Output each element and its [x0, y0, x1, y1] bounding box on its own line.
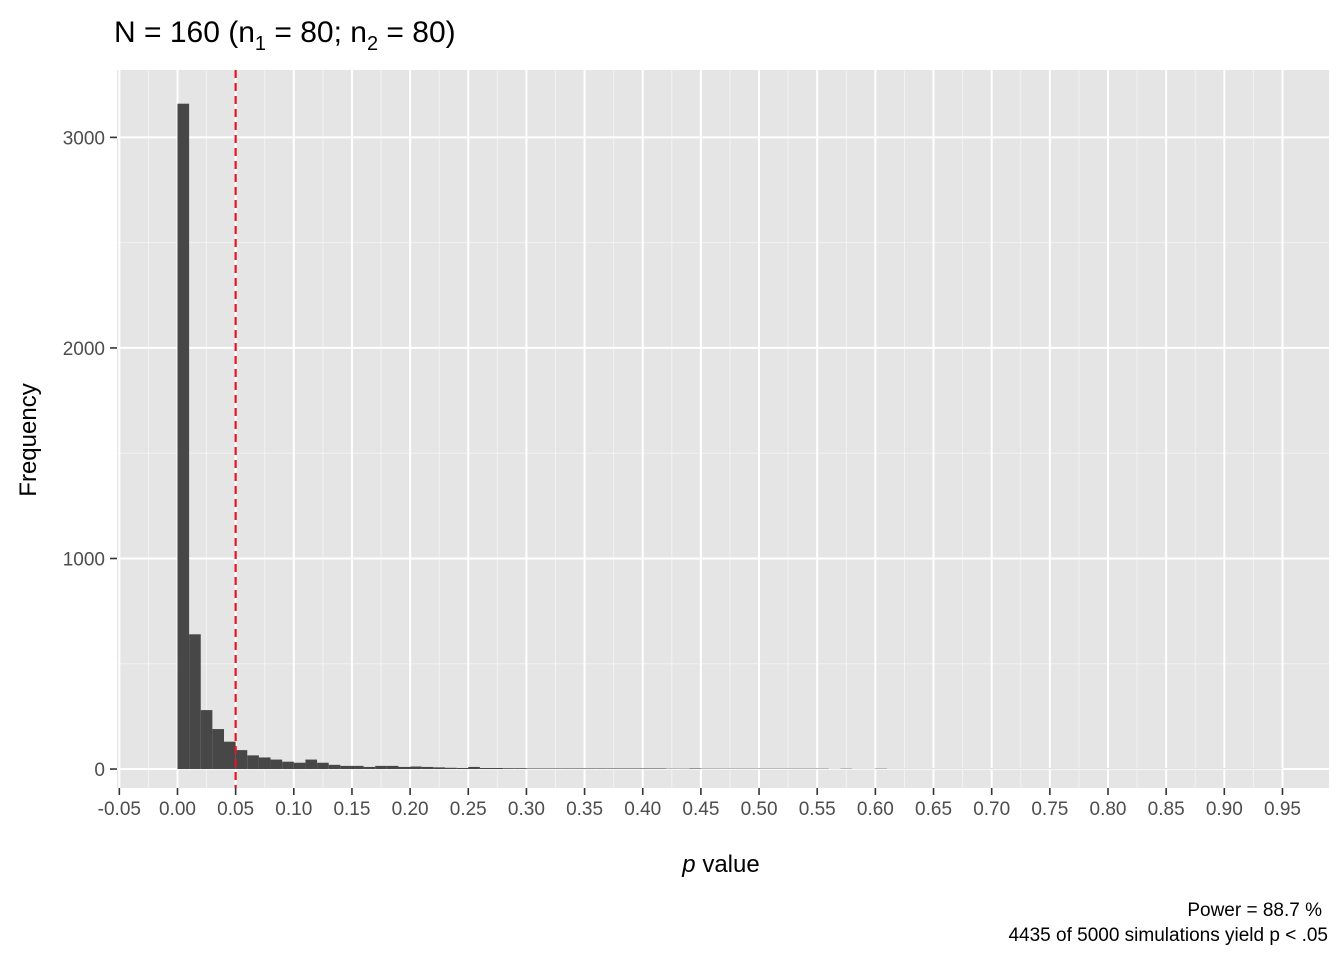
histogram-bar	[549, 768, 562, 770]
x-tick-label: 0.75	[1031, 799, 1068, 820]
x-tick-label: 0.20	[392, 799, 429, 820]
histogram-bar	[596, 768, 608, 770]
x-tick-label: -0.05	[98, 799, 141, 820]
histogram-bar	[340, 765, 352, 770]
histogram-bar	[258, 757, 271, 770]
x-tick-label: 0.85	[1148, 799, 1185, 820]
histogram-bar	[631, 768, 643, 770]
histogram-bar	[317, 762, 329, 770]
histogram-bar	[375, 765, 387, 770]
y-tick-label: 0	[94, 760, 105, 781]
x-tick-label: 0.50	[741, 799, 778, 820]
histogram-bar	[607, 768, 620, 770]
plot-panel	[117, 70, 1329, 788]
x-tick-label: 0.35	[566, 799, 603, 820]
chart-title-part: = 80)	[378, 16, 456, 49]
x-tick-label: 0.25	[450, 799, 487, 820]
histogram-bar	[456, 767, 469, 770]
histogram-bar	[619, 768, 632, 770]
histogram-bar	[654, 768, 667, 770]
histogram-bar	[479, 767, 492, 770]
x-axis-title: p value	[681, 851, 759, 878]
histogram-bar	[235, 750, 248, 770]
histogram-bar	[526, 768, 539, 770]
x-axis: -0.05 0.00 0.05 0.10 0.15 0.20 0.25 0.30 0.35 0.4…	[98, 788, 1301, 820]
histogram-bar	[421, 766, 434, 770]
histogram-bar	[351, 765, 364, 770]
histogram-bar	[282, 761, 294, 770]
histogram-bar	[386, 765, 399, 770]
y-tick-label: 2000	[63, 339, 105, 360]
x-tick-label: 0.45	[682, 799, 719, 820]
histogram-bar	[293, 762, 306, 770]
x-tick-label: 0.80	[1090, 799, 1127, 820]
x-tick-label: 0.15	[333, 799, 370, 820]
histogram-bar	[491, 767, 504, 770]
y-tick-label: 1000	[63, 549, 105, 570]
x-axis-title-italic: p	[681, 851, 695, 878]
histogram-bar	[642, 768, 655, 770]
histogram-bar	[398, 766, 411, 770]
histogram-bar	[305, 759, 318, 770]
histogram-bar	[433, 767, 446, 770]
y-axis: 0 1000 2000 3000	[63, 128, 117, 781]
histogram-bar	[212, 729, 225, 770]
caption-line-1: Power = 88.7 %	[1187, 900, 1322, 921]
x-tick-label: 0.60	[857, 799, 894, 820]
histogram-bar	[247, 755, 259, 770]
histogram-bar	[177, 103, 190, 770]
y-tick-label: 3000	[63, 128, 105, 149]
histogram-bar	[410, 766, 422, 770]
x-axis-title-rest: value	[696, 851, 760, 878]
histogram-bar	[189, 634, 201, 770]
y-axis-title: Frequency	[15, 383, 42, 496]
histogram-bar	[270, 759, 283, 770]
histogram-bar	[572, 768, 585, 770]
chart-title: N = 160 (n1 = 80; n2 = 80)	[114, 16, 456, 55]
x-tick-label: 0.40	[624, 799, 661, 820]
histogram-bar	[584, 768, 597, 770]
histogram-bar	[200, 710, 213, 770]
histogram-bar	[689, 768, 701, 770]
chart-title-subscript: 1	[255, 33, 266, 55]
histogram-bars	[177, 103, 1283, 770]
chart-title-part: = 80; n	[266, 16, 367, 49]
caption-line-2: 4435 of 5000 simulations yield p < .05	[1008, 925, 1328, 946]
x-tick-label: 0.05	[217, 799, 254, 820]
histogram-bar	[561, 768, 573, 770]
chart-title-part: N = 160 (n	[114, 16, 255, 49]
histogram-bar	[363, 766, 376, 770]
x-tick-label: 0.30	[508, 799, 545, 820]
chart-title-subscript: 2	[367, 33, 378, 55]
histogram-bar	[224, 741, 236, 770]
histogram-bar	[468, 766, 480, 770]
x-tick-label: 0.90	[1206, 799, 1243, 820]
histogram-bar	[503, 768, 515, 770]
x-tick-label: 0.95	[1264, 799, 1301, 820]
x-tick-label: 0.55	[799, 799, 836, 820]
histogram-bar	[514, 768, 527, 770]
x-tick-label: 0.65	[915, 799, 952, 820]
x-tick-label: 0.00	[159, 799, 196, 820]
x-tick-label: 0.70	[973, 799, 1010, 820]
histogram-bar	[328, 764, 341, 770]
histogram-bar	[538, 768, 550, 770]
x-tick-label: 0.10	[275, 799, 312, 820]
histogram-bar	[445, 767, 457, 770]
